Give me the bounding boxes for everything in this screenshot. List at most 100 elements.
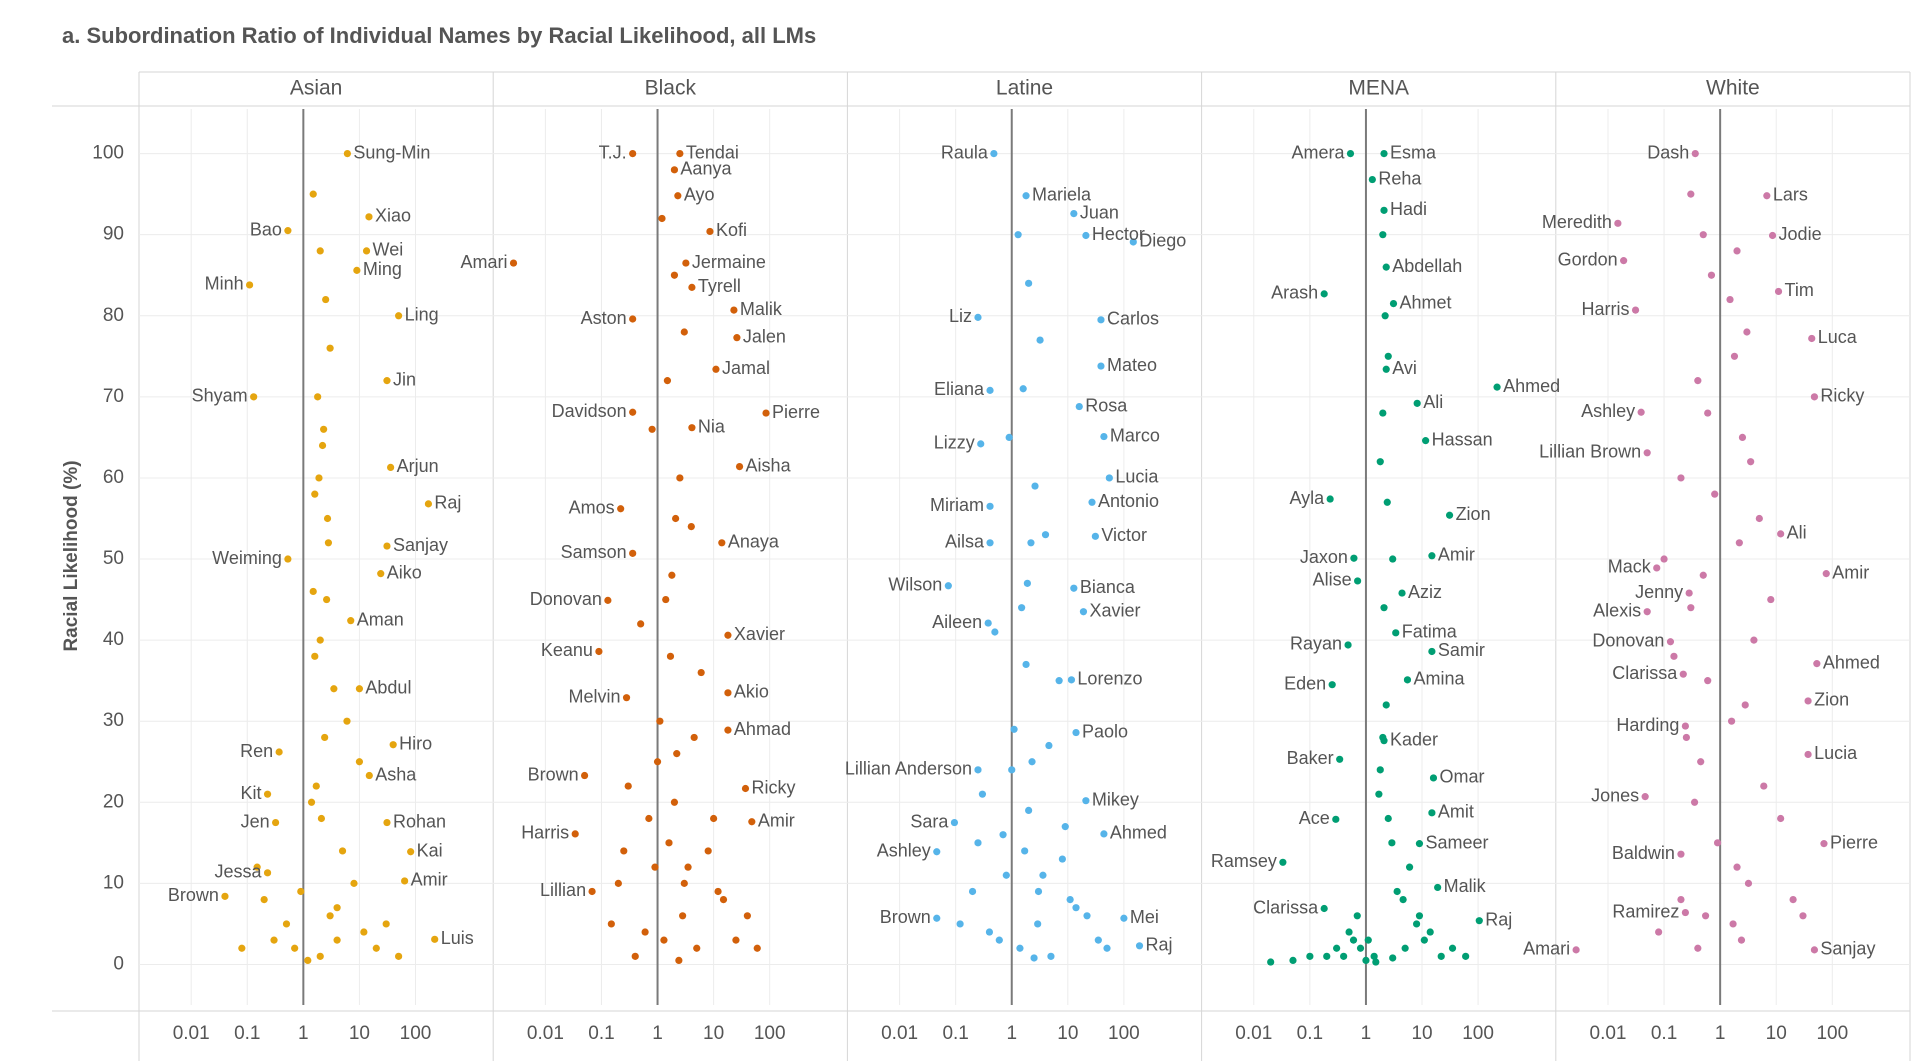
- labeled-point: [1380, 206, 1388, 214]
- point: [318, 441, 327, 450]
- point-label: Amos: [569, 498, 615, 518]
- point-label: Ramsey: [1211, 851, 1277, 871]
- point-label: Wei: [373, 240, 404, 260]
- point-label: Jessa: [215, 862, 263, 882]
- point-label: Tyrell: [698, 276, 741, 296]
- point-label: Anaya: [728, 532, 780, 552]
- x-tick-label: 10: [349, 1023, 370, 1044]
- labeled-point: [1100, 830, 1108, 838]
- x-tick-label: 100: [400, 1023, 432, 1044]
- point: [684, 863, 692, 871]
- point: [978, 790, 987, 798]
- point: [323, 595, 331, 604]
- labeled-point: [748, 818, 756, 826]
- grid-layer: [52, 71, 1911, 1061]
- point-label: Baker: [1287, 748, 1334, 768]
- point-label: Rayan: [1290, 634, 1342, 654]
- point-label: Aanya: [680, 159, 732, 179]
- labeled-point: [1368, 175, 1376, 184]
- point-label: Amir: [411, 870, 448, 890]
- point: [607, 920, 615, 928]
- y-tick-label: 80: [103, 305, 124, 326]
- labeled-point: [629, 549, 637, 557]
- point-label: Kit: [241, 783, 262, 803]
- point-label: Samson: [561, 542, 627, 562]
- point: [651, 863, 659, 871]
- point: [1027, 539, 1035, 547]
- point: [309, 190, 317, 198]
- point-label: Davidson: [552, 401, 627, 421]
- labeled-point: [1067, 676, 1076, 684]
- point-label: Shyam: [192, 386, 248, 406]
- labeled-point: [984, 619, 992, 627]
- point: [656, 717, 664, 725]
- point-label: Weiming: [212, 548, 282, 568]
- point-label: Ayla: [1289, 488, 1325, 508]
- labeled-point: [1641, 793, 1649, 801]
- point-label: Ali: [1787, 523, 1807, 543]
- point: [1699, 231, 1707, 239]
- point: [1713, 839, 1722, 847]
- point: [673, 750, 681, 758]
- point: [670, 271, 679, 279]
- point: [1687, 604, 1695, 612]
- labeled-point: [362, 247, 371, 255]
- point: [690, 733, 698, 742]
- labeled-point: [389, 741, 397, 749]
- point: [320, 425, 328, 433]
- point-label: Amera: [1291, 142, 1345, 162]
- labeled-point: [1129, 238, 1137, 246]
- labeled-point: [1100, 432, 1108, 441]
- point-label: Ren: [240, 741, 273, 761]
- point: [314, 393, 322, 401]
- point: [1039, 871, 1047, 879]
- labeled-point: [1332, 815, 1340, 823]
- point-label: Ahmed: [1503, 376, 1560, 396]
- labeled-point: [1653, 564, 1661, 572]
- point: [323, 514, 332, 523]
- labeled-point: [1428, 809, 1436, 817]
- point: [1384, 814, 1392, 823]
- point: [675, 956, 683, 965]
- point-label: Aziz: [1408, 582, 1442, 602]
- labeled-point: [1666, 638, 1675, 646]
- point: [315, 474, 323, 482]
- point-label: Lillian Anderson: [845, 759, 972, 779]
- point-label: Brown: [528, 764, 579, 784]
- point-label: Bianca: [1080, 577, 1136, 597]
- point-label: Rosa: [1085, 395, 1128, 415]
- point-label: Xiao: [375, 206, 411, 226]
- point-label: T.J.: [599, 142, 627, 162]
- point: [660, 936, 668, 944]
- point: [1730, 352, 1739, 360]
- x-tick-label: 0.1: [942, 1023, 968, 1044]
- point: [680, 328, 688, 336]
- point: [1034, 887, 1043, 896]
- point-label: Ahmed: [1110, 823, 1167, 843]
- point-label: Kader: [1390, 729, 1438, 749]
- point-label: Melvin: [569, 686, 621, 706]
- labeled-point: [1643, 449, 1651, 457]
- labeled-point: [1774, 287, 1783, 296]
- point: [1729, 920, 1737, 928]
- point-label: Jen: [241, 811, 270, 831]
- point: [1462, 952, 1470, 960]
- y-tick-label: 90: [103, 224, 124, 245]
- point: [714, 887, 722, 896]
- point-label: Carlos: [1107, 309, 1159, 329]
- point-label: Lars: [1773, 185, 1808, 205]
- labeled-point: [1679, 670, 1687, 678]
- point-label: Jin: [393, 369, 416, 389]
- point: [338, 847, 347, 855]
- point-label: Lillian: [540, 880, 586, 900]
- point-label: Amari: [1523, 939, 1570, 959]
- point-label: Keanu: [541, 640, 593, 660]
- point: [260, 895, 268, 904]
- labeled-point: [387, 463, 395, 471]
- labeled-point: [1380, 737, 1388, 745]
- point: [324, 539, 333, 547]
- point: [1058, 855, 1066, 863]
- point: [1023, 579, 1031, 587]
- point-label: Brown: [880, 907, 931, 927]
- point-label: Bao: [250, 219, 282, 239]
